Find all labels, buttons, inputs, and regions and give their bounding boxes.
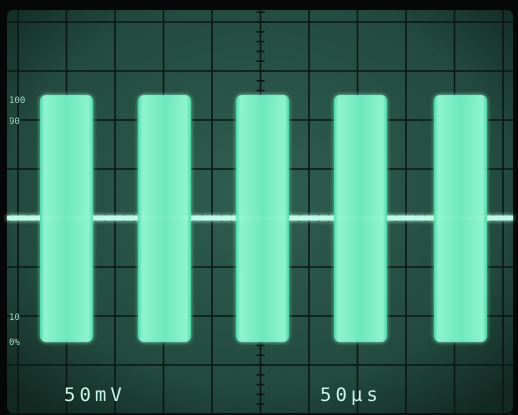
graticule-label: 10 — [9, 313, 20, 323]
volts-per-div: 50mV — [64, 384, 126, 406]
burst — [40, 95, 93, 342]
burst — [236, 95, 289, 342]
graticule-label: 90 — [9, 117, 20, 127]
burst — [434, 95, 487, 342]
burst — [334, 95, 387, 342]
graticule-label: 100 — [9, 96, 25, 106]
page: 100 90 10 0% 50mV 50µs (() => { const da… — [0, 0, 518, 415]
oscilloscope-screen: 100 90 10 0% 50mV 50µs — [0, 0, 518, 415]
time-per-div: 50µs — [320, 384, 382, 406]
graticule-label: 0% — [9, 338, 20, 348]
burst — [138, 95, 191, 342]
signal — [7, 95, 513, 342]
